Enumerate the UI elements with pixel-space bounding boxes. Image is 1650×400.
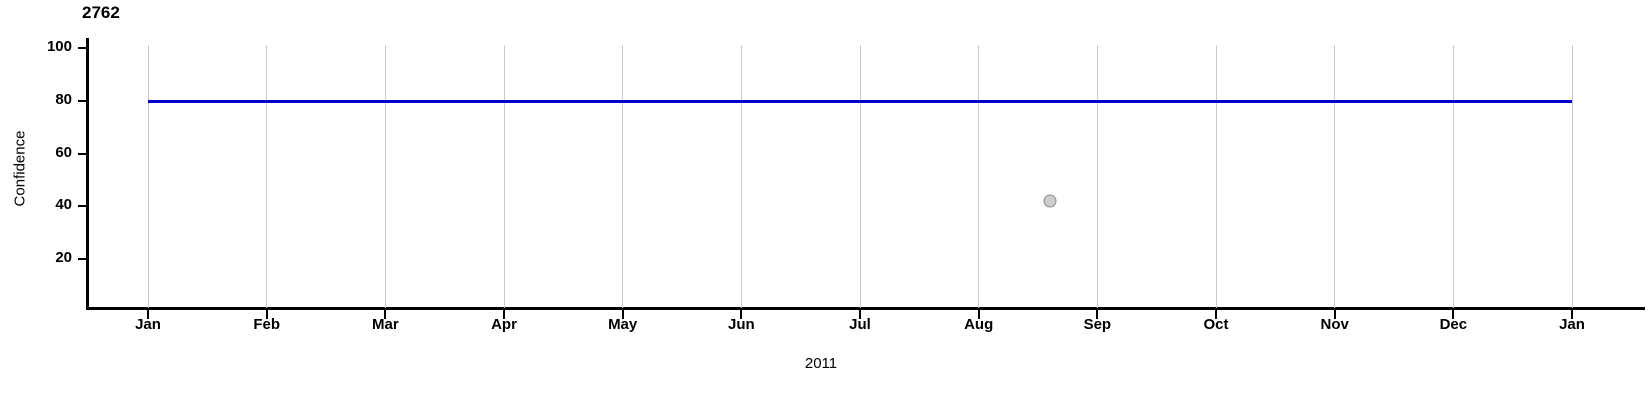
x-axis-tick-label: Jun [727, 316, 755, 333]
y-axis-tick-label: 80 [55, 90, 72, 108]
y-axis-tick-label: 60 [55, 143, 72, 161]
y-axis-tick-mark [78, 258, 87, 260]
y-axis-line [86, 38, 89, 310]
y-axis-tick-mark [78, 205, 87, 208]
x-axis-tick-mark [1096, 310, 1099, 319]
x-axis-tick-mark [740, 310, 743, 319]
gridline-vertical [859, 45, 861, 308]
x-axis-tick-mark [977, 310, 980, 319]
x-axis-tick-label: Jul [849, 316, 871, 333]
gridline-vertical [740, 45, 742, 308]
y-axis-tick-label: 40 [55, 196, 72, 214]
x-axis-tick-label: Jan [1559, 316, 1585, 333]
x-axis-tick-label: Dec [1439, 316, 1468, 333]
gridline-vertical [622, 45, 624, 308]
plot-area [86, 38, 1645, 308]
x-axis-tick-label: Aug [964, 316, 994, 333]
x-axis-tick-label: Oct [1203, 316, 1229, 333]
x-axis-tick-label: Sep [1083, 316, 1112, 333]
x-axis-tick-mark [1215, 310, 1217, 319]
x-axis-tick-label: Nov [1320, 316, 1349, 333]
gridline-vertical [1215, 45, 1217, 308]
y-axis-tick-label: 20 [55, 249, 72, 266]
series-line-confidence-threshold [148, 99, 1572, 103]
y-axis-title: Confidence [11, 130, 29, 207]
x-axis-title-text: 2011 [804, 355, 838, 372]
x-axis-tick-mark [1333, 310, 1336, 319]
x-axis-tick-mark [384, 310, 387, 319]
x-axis-tick-label: Jan [135, 316, 161, 333]
gridline-vertical [1096, 45, 1098, 308]
gridline-vertical [147, 45, 149, 308]
gridline-vertical [1334, 45, 1336, 308]
x-axis-tick-mark [147, 310, 149, 319]
x-axis-tick-label: Apr [491, 316, 517, 333]
gridline-vertical [503, 45, 505, 308]
x-axis-tick-label: Feb [253, 316, 280, 333]
x-axis-line [86, 307, 1645, 310]
y-axis-tick-mark [78, 47, 87, 49]
x-axis-tick-mark [265, 310, 268, 319]
gridline-vertical [266, 45, 268, 308]
x-axis-title: 2011 [0, 355, 1650, 372]
y-axis-tick-mark [78, 99, 87, 102]
x-axis-tick-mark [1452, 310, 1455, 319]
gridline-vertical [978, 45, 980, 308]
gridline-vertical [1571, 45, 1573, 308]
data-point-marker[interactable] [1043, 194, 1057, 208]
x-axis-tick-label: May [608, 316, 638, 333]
x-axis-tick-mark [621, 310, 624, 319]
x-axis-tick-mark [859, 310, 861, 319]
x-axis-tick-label: Mar [371, 316, 399, 333]
x-axis-tick-mark [503, 310, 505, 319]
gridline-vertical [384, 45, 386, 308]
chart-title: 2762 [82, 3, 120, 22]
y-axis-tick-label: 100 [46, 38, 72, 55]
x-axis-tick-mark [1571, 310, 1573, 319]
y-axis-tick-mark [78, 152, 87, 155]
gridline-vertical [1452, 45, 1454, 308]
